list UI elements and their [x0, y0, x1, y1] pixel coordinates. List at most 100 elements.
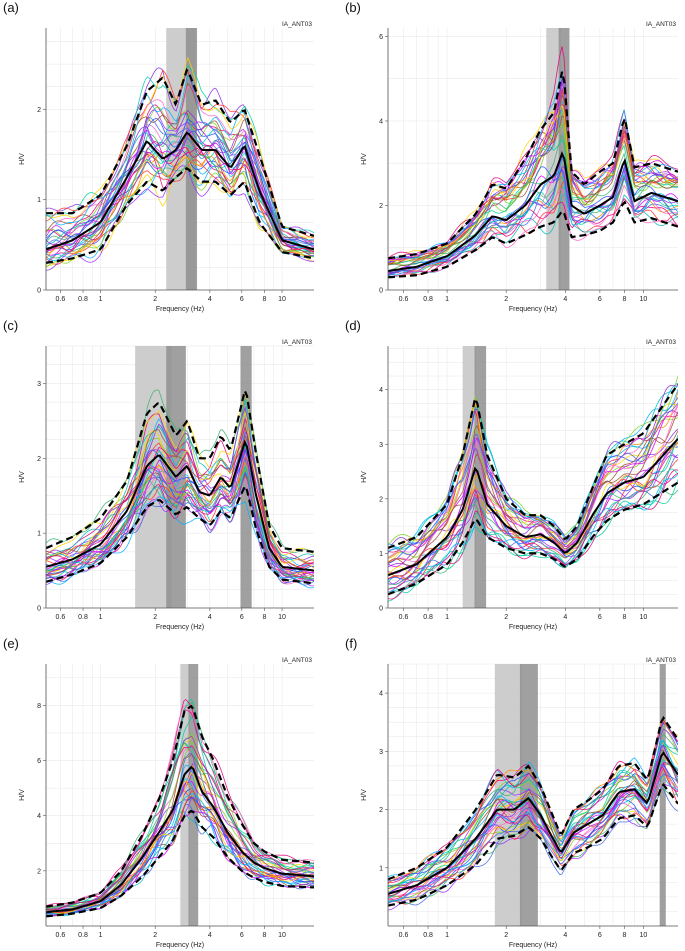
x-tick-label: 6	[240, 932, 244, 939]
upper-std-curve	[388, 383, 678, 550]
x-tick-label: 0.8	[423, 296, 433, 303]
x-tick-label: 0.8	[78, 614, 88, 621]
window-curve	[46, 82, 314, 242]
x-tick-label: 10	[278, 932, 286, 939]
y-tick-label: 0	[379, 288, 383, 295]
summary-curves	[46, 704, 314, 918]
window-curve	[46, 389, 314, 553]
summary-curves	[46, 387, 314, 585]
window-curve	[46, 453, 314, 577]
y-tick-label: 0	[37, 606, 41, 613]
window-curve	[388, 766, 678, 900]
site-label: IA_ANT03	[646, 21, 676, 28]
x-tick-label: 6	[598, 296, 602, 303]
y-tick-label: 6	[379, 34, 383, 41]
window-curve	[388, 472, 678, 590]
window-curve	[388, 405, 678, 564]
y-tick-label: 0	[379, 606, 383, 613]
x-axis-label: Frequency (Hz)	[156, 624, 204, 631]
y-axis-label: H/V	[19, 789, 26, 801]
window-curve	[46, 109, 314, 249]
y-tick-label: 3	[37, 381, 41, 388]
window-curve	[46, 74, 314, 241]
window-curve	[388, 90, 678, 264]
window-curves	[46, 698, 314, 918]
x-tick-label: 0.8	[78, 296, 88, 303]
window-curve	[46, 429, 314, 567]
y-tick-label: 0	[37, 288, 41, 295]
window-curve	[388, 94, 678, 266]
site-label: IA_ANT03	[646, 339, 676, 346]
peak-band-dark	[519, 664, 538, 926]
peak-band-light	[180, 664, 190, 926]
window-curve	[388, 787, 678, 905]
x-tick-label: 8	[263, 296, 267, 303]
window-curve	[388, 389, 678, 549]
x-tick-label: 0.8	[423, 614, 433, 621]
window-curve	[46, 792, 314, 915]
x-tick-label: 2	[153, 614, 157, 621]
summary-curves	[46, 67, 314, 264]
peak-band-dark	[659, 664, 666, 926]
y-tick-label: 1	[37, 531, 41, 538]
panel-label: (a)	[3, 0, 19, 15]
lower-std-curve	[46, 167, 314, 264]
window-curve	[388, 411, 678, 564]
window-curve	[46, 86, 314, 242]
y-tick-label: 4	[379, 691, 383, 698]
mean-curve	[46, 131, 314, 251]
site-label: IA_ANT03	[282, 657, 312, 664]
upper-std-curve	[46, 704, 314, 908]
panel-label: (d)	[345, 318, 361, 333]
window-curve	[46, 155, 314, 266]
window-curve	[388, 445, 678, 581]
x-tick-label: 10	[278, 296, 286, 303]
x-tick-label: 8	[622, 296, 626, 303]
y-axis-label: H/V	[361, 471, 368, 483]
panel-label: (b)	[345, 0, 361, 15]
x-tick-label: 1	[445, 932, 449, 939]
mean-curve	[46, 765, 314, 914]
window-curve	[46, 154, 314, 259]
x-axis-label: Frequency (Hz)	[156, 942, 204, 949]
window-curve	[46, 426, 314, 570]
window-curves	[388, 719, 678, 911]
x-tick-label: 2	[153, 932, 157, 939]
y-tick-label: 4	[37, 813, 41, 820]
x-tick-label: 0.8	[423, 932, 433, 939]
window-curve	[388, 744, 678, 895]
site-label: IA_ANT03	[282, 21, 312, 28]
window-curve	[388, 69, 678, 259]
upper-std-curve	[46, 387, 314, 553]
mean-curve	[46, 439, 314, 572]
x-tick-label: 8	[263, 614, 267, 621]
panel-d: (d) IA_ANT03 0.6 0.8 1 2 4 6 8 10 0 1 2 3 4 Frequency (…	[345, 318, 678, 631]
x-tick-label: 0.6	[399, 296, 409, 303]
y-tick-label: 1	[379, 865, 383, 872]
window-curve	[46, 772, 314, 914]
window-curve	[388, 454, 678, 593]
y-tick-label: 8	[37, 703, 41, 710]
panel-c: (c) IA_ANT03 0.6 0.8 1 2 4 6 8 10 0 1 2 3 Frequency (H…	[3, 318, 314, 631]
x-tick-label: 6	[598, 932, 602, 939]
window-curve	[46, 748, 314, 911]
x-tick-label: 0.6	[399, 614, 409, 621]
window-curve	[388, 751, 678, 896]
x-tick-label: 4	[208, 614, 212, 621]
summary-curves	[388, 383, 678, 596]
window-curve	[46, 810, 314, 918]
window-curve	[46, 399, 314, 560]
window-curve	[46, 153, 314, 260]
lower-std-curve	[388, 200, 678, 279]
window-curve	[388, 783, 678, 911]
y-tick-label: 2	[379, 496, 383, 503]
y-tick-label: 6	[37, 758, 41, 765]
x-tick-label: 10	[278, 614, 286, 621]
mean-curve	[388, 438, 678, 577]
window-curve	[388, 435, 678, 583]
x-tick-label: 1	[99, 614, 103, 621]
y-tick-label: 2	[379, 203, 383, 210]
x-tick-label: 6	[598, 614, 602, 621]
y-tick-label: 1	[37, 197, 41, 204]
upper-std-curve	[388, 715, 678, 881]
